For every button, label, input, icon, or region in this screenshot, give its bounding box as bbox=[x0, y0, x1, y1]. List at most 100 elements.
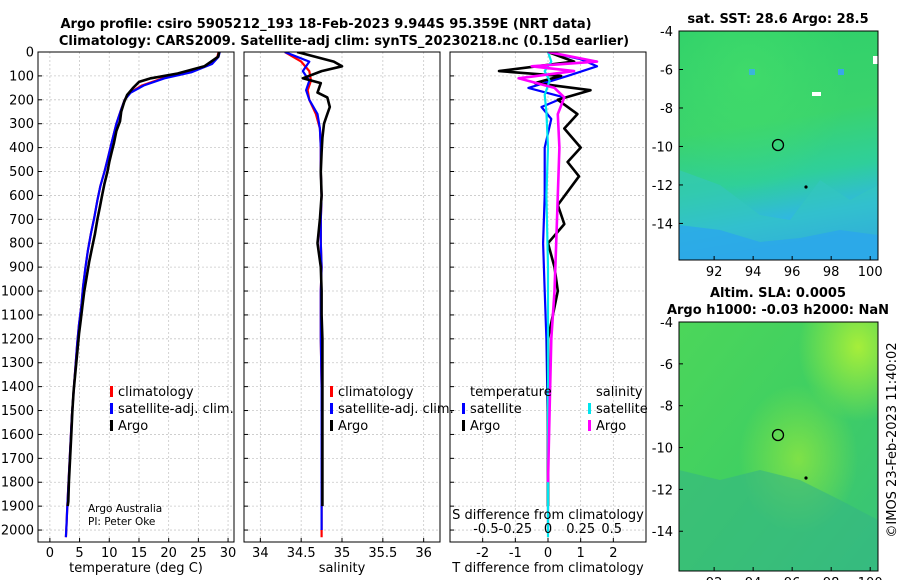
x-top-tick-label: -0.5 bbox=[473, 522, 498, 537]
x-tick-label: -2 bbox=[476, 546, 489, 561]
map-y-tick-label: -6 bbox=[660, 358, 673, 373]
map-x-tick-label: 98 bbox=[823, 576, 840, 580]
map-y-tick-label: -6 bbox=[660, 63, 673, 78]
map-y-tick-label: -12 bbox=[652, 483, 673, 498]
sla-map-title: Altim. SLA: 0.0005 bbox=[710, 286, 846, 301]
legend-label-s-argo: Argo bbox=[596, 419, 626, 434]
map-y-tick-label: -4 bbox=[660, 316, 673, 331]
x-tick-label: 35 bbox=[334, 546, 351, 561]
y-tick-label: 300 bbox=[9, 117, 34, 132]
y-tick-label: 1100 bbox=[1, 308, 34, 323]
plot-frame bbox=[37, 51, 235, 543]
legend-swatch-satellite bbox=[330, 403, 333, 414]
y-tick-label: 900 bbox=[9, 261, 34, 276]
y-tick-label: 1700 bbox=[1, 452, 34, 467]
series-group bbox=[64, 52, 221, 538]
figure-title-line2: Climatology: CARS2009. Satellite-adj cli… bbox=[59, 34, 629, 49]
y-tick-label: 800 bbox=[9, 237, 34, 252]
legend-swatch-argo bbox=[330, 420, 333, 431]
sst-float-marker bbox=[771, 138, 785, 152]
legend-label-argo: Argo bbox=[338, 419, 368, 434]
series-line-satellite-temperature- bbox=[527, 52, 599, 530]
y-tick-label: 1600 bbox=[1, 428, 34, 443]
profile-panel-temperature: 0 5 10 15 20 25 300100200300400500600700800900… bbox=[1, 46, 236, 562]
legend-swatch-climatology bbox=[330, 386, 333, 397]
map-y-tick-label: -4 bbox=[660, 25, 673, 40]
map-y-tick-label: -14 bbox=[652, 217, 673, 232]
salinity-xlabel: salinity bbox=[319, 561, 366, 576]
legend-title-temperature: temperature bbox=[470, 385, 552, 400]
x-tick-label: 1 bbox=[577, 546, 585, 561]
legend-label-satellite: satellite-adj. clim. bbox=[118, 402, 234, 417]
legend-label-climatology: climatology bbox=[118, 385, 194, 400]
difference-legend: temperature satellite Argo salinity sate… bbox=[462, 385, 648, 434]
legend-title-salinity: salinity bbox=[596, 385, 643, 400]
x-tick-label: 10 bbox=[101, 546, 118, 561]
sst-cold-pixel bbox=[838, 69, 844, 75]
x-tick-label: 0 bbox=[544, 546, 552, 561]
legend-label-t-satellite: satellite bbox=[470, 402, 522, 417]
profile-panel-salinity: 34 34.5 35 35.5 36 bbox=[243, 51, 441, 561]
x-tick-label: 36 bbox=[415, 546, 432, 561]
sla-dot bbox=[804, 476, 808, 480]
grid bbox=[38, 51, 234, 542]
series-group bbox=[497, 52, 599, 538]
sla-float-marker bbox=[771, 428, 785, 442]
y-tick-label: 0 bbox=[26, 46, 34, 61]
credit-line2: PI: Peter Oke bbox=[88, 516, 155, 528]
map-frame bbox=[678, 321, 879, 572]
legend-swatch-s-satellite bbox=[588, 403, 591, 414]
map-x-tick-label: 94 bbox=[745, 576, 762, 580]
map-x-tick-label: 94 bbox=[745, 265, 762, 280]
map-frame bbox=[678, 30, 879, 261]
sst-missing-pixel bbox=[873, 56, 878, 64]
legend-label-t-argo: Argo bbox=[470, 419, 500, 434]
sst-cold-pixel bbox=[749, 69, 755, 75]
map-x-tick-label: 92 bbox=[706, 576, 723, 580]
sla-low-region bbox=[679, 470, 878, 571]
series-line-argo bbox=[296, 52, 344, 507]
legend-label-climatology: climatology bbox=[338, 385, 414, 400]
map-y-tick-label: -8 bbox=[660, 400, 673, 415]
sla-map-title-line2: Argo h1000: -0.03 h2000: NaN bbox=[667, 303, 889, 318]
x-tick-label: 35.5 bbox=[368, 546, 397, 561]
x-top-tick-label: 0 bbox=[544, 522, 552, 537]
legend-label-s-satellite: satellite bbox=[596, 402, 648, 417]
legend-label-argo: Argo bbox=[118, 419, 148, 434]
map-y-tick-label: -8 bbox=[660, 102, 673, 117]
x-tick-label: 15 bbox=[131, 546, 148, 561]
x-tick-label: 20 bbox=[160, 546, 177, 561]
sst-missing-pixel bbox=[812, 92, 821, 96]
map-x-tick-label: 100 bbox=[858, 576, 883, 580]
tdiff-xlabel: T difference from climatology bbox=[451, 561, 644, 576]
y-tick-label: 1900 bbox=[1, 500, 34, 515]
y-tick-label: 1800 bbox=[1, 476, 34, 491]
x-tick-label: 2 bbox=[609, 546, 617, 561]
series-line-argo bbox=[66, 52, 221, 507]
map-x-tick-label: 96 bbox=[784, 576, 801, 580]
map-x-tick-label: 100 bbox=[858, 265, 883, 280]
legend-swatch-t-satellite bbox=[462, 403, 465, 414]
x-tick-label: 0 bbox=[46, 546, 54, 561]
map-y-tick-label: -12 bbox=[652, 179, 673, 194]
y-tick-label: 2000 bbox=[1, 524, 34, 539]
temperature-legend: climatology satellite-adj. clim. Argo bbox=[110, 385, 234, 434]
sst-cold-region bbox=[679, 225, 878, 260]
sdiff-xlabel: S difference from climatology bbox=[452, 508, 644, 523]
y-tick-label: 1300 bbox=[1, 356, 34, 371]
sst-map-title: sat. SST: 28.6 Argo: 28.5 bbox=[687, 12, 868, 27]
legend-swatch-climatology bbox=[110, 386, 113, 397]
y-tick-label: 600 bbox=[9, 189, 34, 204]
legend-swatch-s-argo bbox=[588, 420, 591, 431]
map-x-tick-label: 92 bbox=[706, 265, 723, 280]
credit-line1: Argo Australia bbox=[88, 503, 162, 515]
copyright-stamp: ©IMOS 23-Feb-2023 11:40:02 bbox=[885, 342, 900, 537]
salinity-legend: climatology satellite-adj. clim. Argo bbox=[330, 385, 454, 434]
y-tick-label: 200 bbox=[9, 93, 34, 108]
series-line-argo-salinity- bbox=[517, 52, 599, 483]
sst-dot bbox=[804, 185, 808, 189]
map-y-tick-label: -10 bbox=[652, 442, 673, 457]
x-tick-label: 25 bbox=[190, 546, 207, 561]
legend-swatch-t-argo bbox=[462, 420, 465, 431]
x-tick-label: 5 bbox=[75, 546, 83, 561]
